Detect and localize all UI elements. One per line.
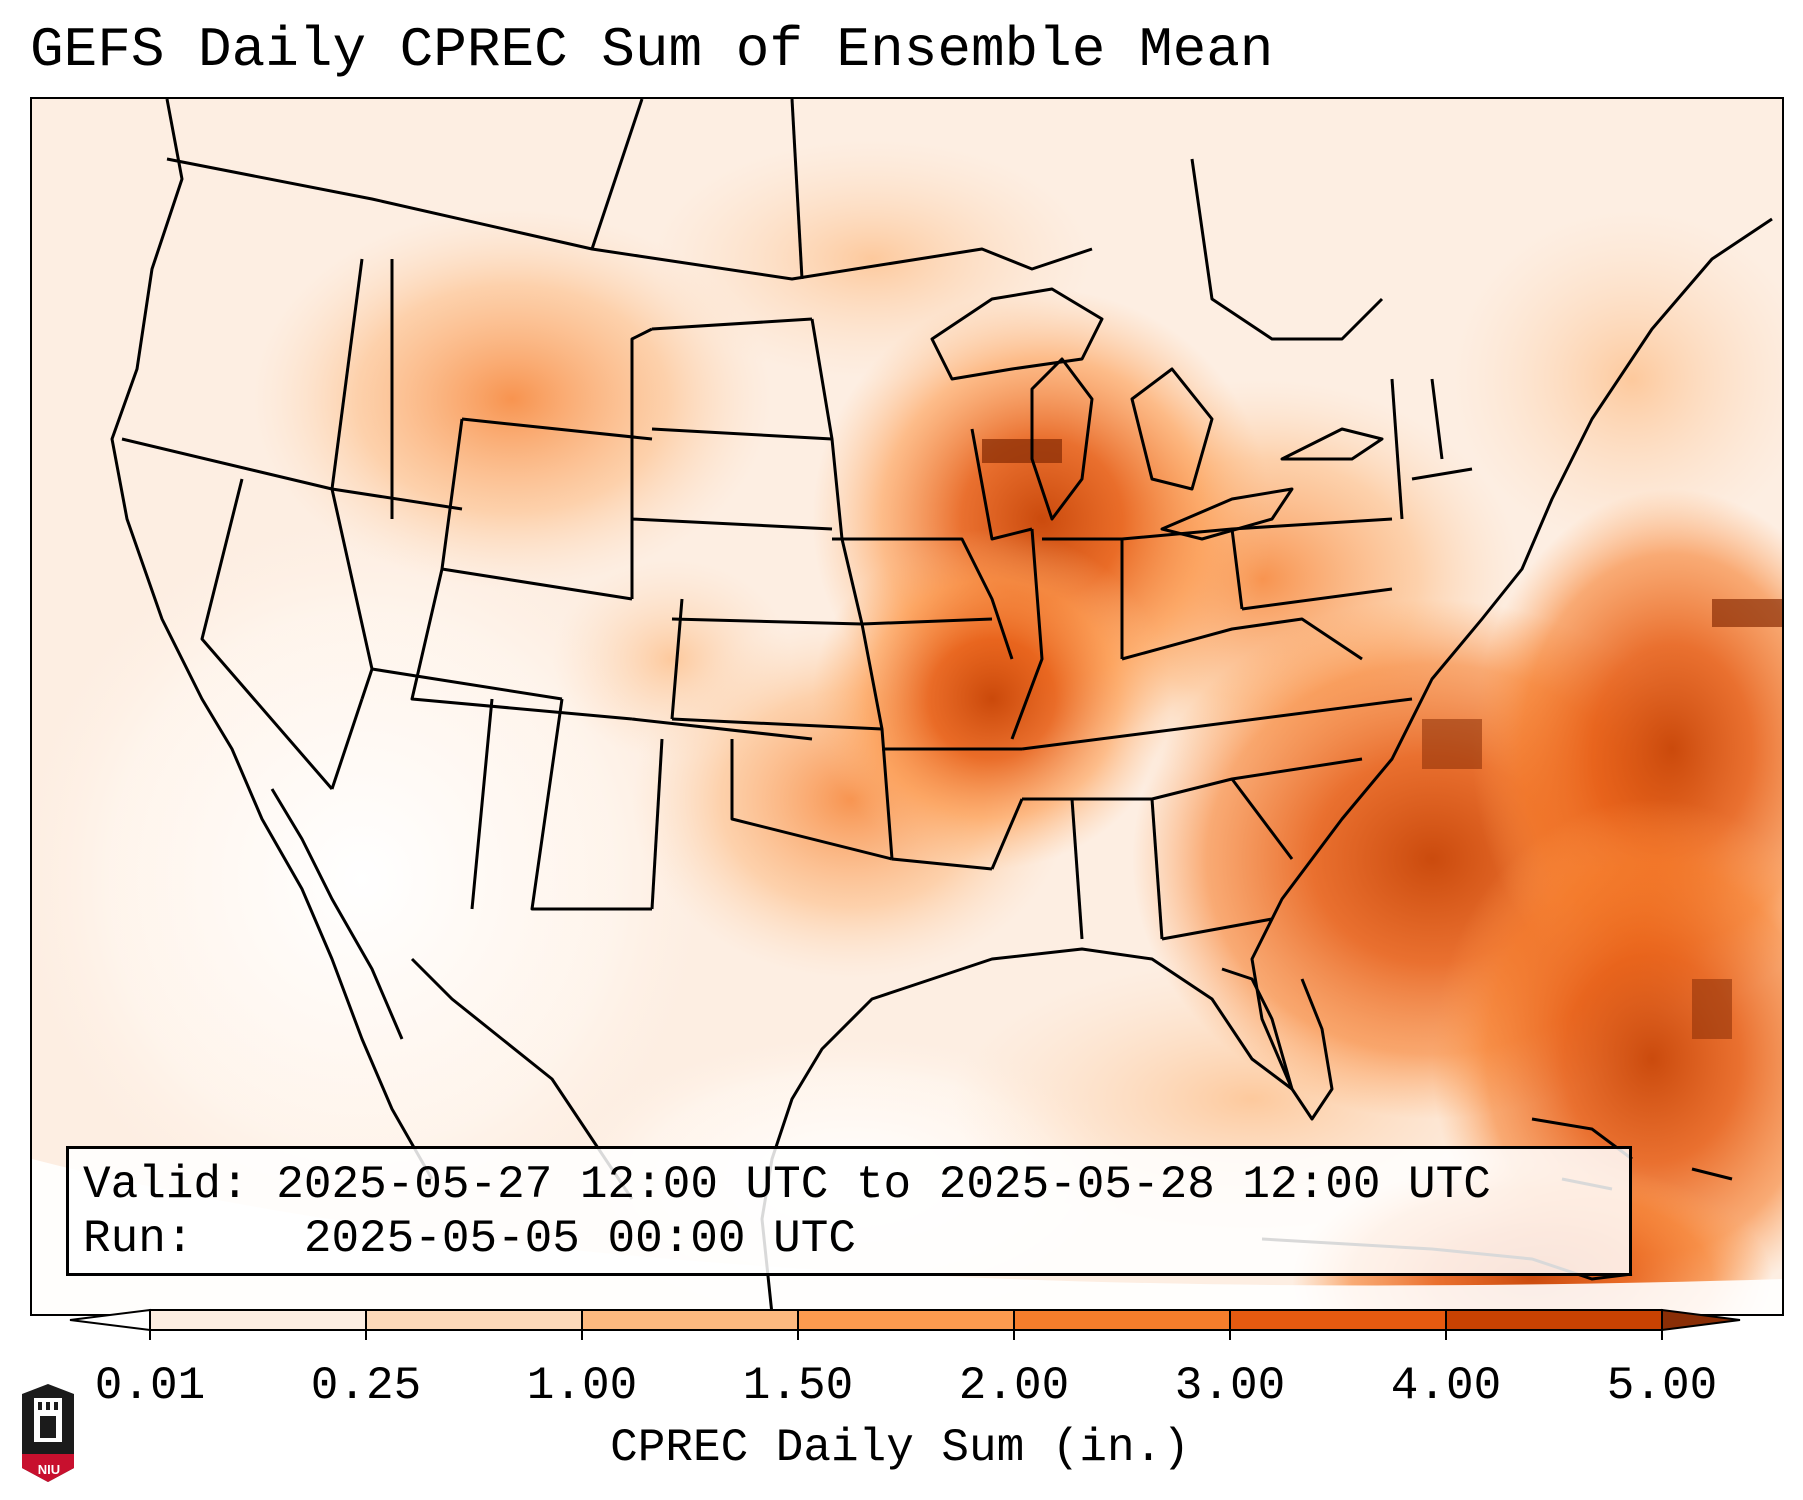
- precipitation-map: [30, 97, 1784, 1316]
- colorbar-under-extension: [69, 1308, 151, 1332]
- colorbar-segment: [798, 1310, 1015, 1330]
- run-time-line: Run: 2025-05-05 00:00 UTC: [83, 1213, 856, 1265]
- niu-tower-logo-icon: [22, 1384, 74, 1482]
- valid-label: Valid:: [83, 1159, 249, 1211]
- colorbar-tick-label: 4.00: [1390, 1360, 1502, 1412]
- colorbar-segment: [366, 1310, 583, 1330]
- colorbar-tick-label: 1.00: [526, 1360, 638, 1412]
- valid-time-line: Valid: 2025-05-27 12:00 UTC to 2025-05-2…: [83, 1159, 1491, 1211]
- run-value: 2025-05-05 00:00 UTC: [303, 1213, 856, 1265]
- colorbar-segment: [1014, 1310, 1231, 1330]
- colorbar-tick-label: 1.50: [742, 1360, 854, 1412]
- colorbar-tick-label: 3.00: [1174, 1360, 1286, 1412]
- colorbar-segment: [150, 1310, 367, 1330]
- valid-run-info-box: Valid: 2025-05-27 12:00 UTC to 2025-05-2…: [66, 1146, 1632, 1276]
- colorbar-tick-label: 5.00: [1606, 1360, 1718, 1412]
- colorbar-segment: [1446, 1310, 1663, 1330]
- colorbar-tick-label: 2.00: [958, 1360, 1070, 1412]
- valid-value: 2025-05-27 12:00 UTC to 2025-05-28 12:00…: [276, 1159, 1491, 1211]
- colorbar-segment: [1230, 1310, 1447, 1330]
- logo-text: NIU: [37, 1462, 61, 1477]
- colorbar-tick-label: 0.01: [94, 1360, 206, 1412]
- chart-title: GEFS Daily CPREC Sum of Ensemble Mean: [30, 18, 1274, 82]
- colorbar: [69, 1308, 1741, 1340]
- colorbar-tick-label: 0.25: [310, 1360, 422, 1412]
- run-label: Run:: [83, 1213, 194, 1265]
- boundary-lines: [110, 99, 1773, 1314]
- colorbar-over-extension: [1661, 1308, 1741, 1332]
- colorbar-segment: [582, 1310, 799, 1330]
- map-canvas: [32, 99, 1782, 1314]
- colorbar-label: CPREC Daily Sum (in.): [610, 1422, 1190, 1474]
